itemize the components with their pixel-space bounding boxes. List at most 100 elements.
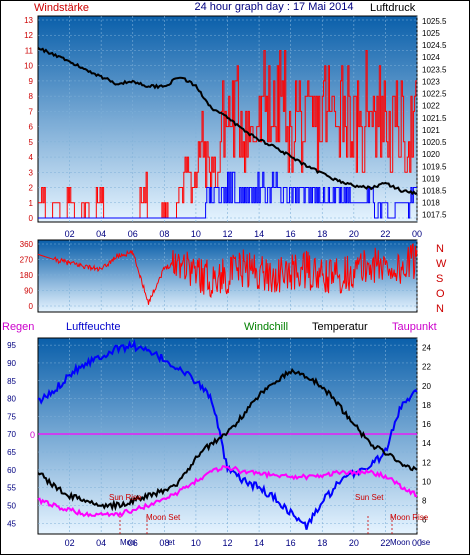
temperature-tick-label: 14: [422, 439, 431, 448]
x-tick-label: 00: [412, 229, 422, 239]
wind-bars: [38, 50, 417, 219]
x-tick-label: 06: [128, 229, 138, 239]
direction-tick-label: 270: [20, 256, 34, 265]
temperature-tick-label: 20: [422, 382, 431, 391]
wind-tick-label: 12: [24, 31, 33, 40]
pressure-tick-label: 1017.5: [422, 211, 447, 220]
wind-tick-label: 4: [29, 153, 34, 162]
wind-gust-series: [38, 171, 417, 219]
compass-label: S: [436, 273, 443, 285]
pressure-tick-label: 1019: [422, 174, 440, 183]
direction-tick-label: 0: [29, 302, 34, 311]
pressure-tick-label: 1018: [422, 199, 440, 208]
header-left-label: Windstärke: [34, 2, 89, 14]
annotation-label: Sun Rise: [109, 493, 142, 502]
wind-tick-label: 2: [29, 184, 34, 193]
pressure-tick-label: 1023: [422, 77, 440, 86]
x-tick-label: 14: [254, 229, 264, 239]
rain-zero-label: 0: [30, 430, 35, 440]
legend-rain: Regen: [2, 321, 34, 333]
legend-windchill: Windchill: [244, 321, 288, 333]
x-tick-label: 16: [286, 538, 296, 548]
moon-set-bottom-label: Moo: [120, 538, 136, 547]
x-tick-label: 04: [96, 229, 106, 239]
legend-temperature: Temperatur: [312, 321, 368, 333]
pressure-tick-label: 1021.5: [422, 114, 447, 123]
legend-humidity: Luftfeuchte: [66, 321, 120, 333]
moon-rise-bottom-label: Moon: [390, 538, 410, 547]
wind-tick-label: 13: [24, 16, 33, 25]
pressure-tick-label: 1022.5: [422, 90, 447, 99]
direction-line: [37, 243, 418, 305]
humidity-tick-label: 65: [7, 448, 16, 457]
humidity-tick-label: 45: [7, 519, 16, 528]
humidity-tick-label: 85: [7, 377, 16, 386]
wind-tick-label: 6: [29, 123, 34, 132]
x-tick-label: 22: [380, 229, 390, 239]
x-tick-label: 02: [65, 538, 75, 548]
humidity-tick-label: 95: [7, 341, 16, 350]
temperature-tick-label: 6: [422, 516, 427, 525]
pressure-tick-label: 1022: [422, 102, 440, 111]
x-tick-label: 08: [159, 538, 169, 548]
x-tick-label: 10: [191, 229, 201, 239]
temperature-tick-label: 18: [422, 401, 431, 410]
sun-moon-annotations: Sun Rise Moon Set Sun Set Moon Rise: [109, 493, 429, 534]
wind-tick-label: 10: [24, 62, 33, 71]
legend-dewpoint: Taupunkt: [392, 321, 437, 333]
x-tick-label: 18: [317, 538, 327, 548]
annotation-label: Sun Set: [355, 493, 384, 502]
x-tick-label: 12: [222, 229, 232, 239]
direction-tick-label: 180: [20, 271, 34, 280]
annotation-label: Moon Rise: [390, 513, 429, 522]
x-tick-label: 20: [349, 229, 359, 239]
compass-label: N: [436, 303, 444, 315]
pressure-tick-label: 1023.5: [422, 65, 447, 74]
humidity-series: [38, 338, 418, 530]
pressure-tick-label: 1018.5: [422, 186, 447, 195]
moon-set-bottom-tail: et: [168, 538, 175, 547]
humidity-tick-label: 90: [7, 359, 16, 368]
pressure-tick-label: 1019.5: [422, 162, 447, 171]
pressure-axis-labels: 1017.5 1018 1018.5 1019 1019.5 1020 1020.5 1021…: [422, 17, 447, 220]
wind-tick-label: 5: [29, 138, 34, 147]
x-tick-label: 10: [191, 538, 201, 548]
humidity-tick-label: 55: [7, 484, 16, 493]
annotation-label: Moon Set: [146, 513, 181, 522]
x-tick-label: 16: [286, 229, 296, 239]
humidity-tick-label: 80: [7, 395, 16, 404]
direction-tick-label: 90: [24, 287, 33, 296]
temperature-series: [37, 367, 418, 512]
x-tick-label: 14: [254, 538, 264, 548]
temperature-tick-label: 8: [422, 497, 427, 506]
chart-title: 24 hour graph day : 17 Mai 2014: [194, 1, 353, 13]
wind-tick-label: 1: [29, 199, 34, 208]
x-tick-label: 06: [128, 538, 138, 548]
pressure-tick-label: 1020.5: [422, 138, 447, 147]
wind-direction-series: [37, 243, 418, 305]
wind-tick-label: 8: [29, 92, 34, 101]
wind-tick-label: 11: [25, 46, 34, 55]
temperature-x-ticks: 02 04 06 08 10 12 14 16 18 20 22 00: [65, 538, 422, 548]
wind-tick-label: 7: [29, 107, 34, 116]
humidity-tick-label: 50: [7, 501, 16, 510]
humidity-axis-labels: 45 50 55 60 65 70 75 80 85 90 95: [7, 341, 16, 528]
temperature-tick-label: 24: [422, 344, 431, 353]
temperature-tick-label: 16: [422, 420, 431, 429]
temperature-tick-label: 12: [422, 458, 431, 467]
temperature-tick-label: 22: [422, 363, 431, 372]
pressure-tick-label: 1020: [422, 150, 440, 159]
x-tick-label: 08: [159, 229, 169, 239]
temperature-axis-labels: 6 8 10 12 14 16 18 20 22 24: [422, 344, 431, 525]
pressure-tick-label: 1021: [422, 126, 440, 135]
direction-tick-label: 360: [20, 240, 34, 249]
moon-rise-bottom-tail: ise: [420, 538, 431, 547]
wind-tick-label: 9: [29, 77, 34, 86]
compass-label: O: [436, 288, 445, 300]
compass-label: N: [436, 243, 444, 255]
x-tick-label: 00: [412, 538, 422, 548]
x-tick-label: 20: [349, 538, 359, 548]
dewpoint-series: [37, 465, 418, 518]
